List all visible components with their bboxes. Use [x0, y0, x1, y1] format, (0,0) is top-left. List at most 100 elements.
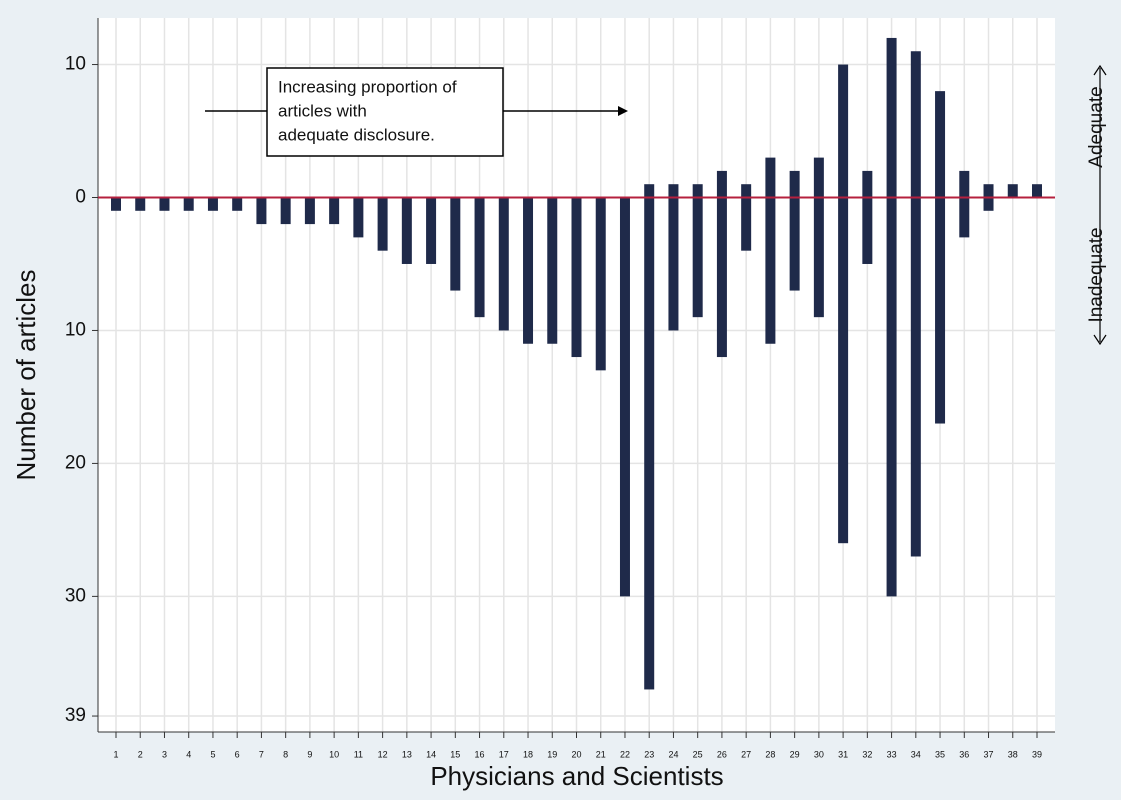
annotation-line: adequate disclosure. [278, 125, 435, 144]
arrow-head [1093, 64, 1107, 76]
x-tick-label: 6 [235, 749, 240, 759]
bar [280, 197, 291, 225]
bar [692, 197, 703, 318]
bar [765, 157, 776, 198]
x-tick-label: 17 [499, 749, 509, 759]
x-axis-title: Physicians and Scientists [430, 761, 723, 791]
bar [135, 197, 146, 211]
bar [983, 197, 994, 211]
arrow-head [618, 106, 628, 116]
x-tick-label: 30 [814, 749, 824, 759]
annotation: Increasing proportion of articles with a… [205, 67, 628, 157]
bar [862, 197, 873, 264]
bar [886, 37, 897, 198]
x-tick-label: 2 [138, 749, 143, 759]
x-tick-label: 27 [741, 749, 751, 759]
x-tick-label: 4 [186, 749, 191, 759]
bar [789, 170, 800, 198]
x-tick-label: 21 [596, 749, 606, 759]
bar [523, 197, 534, 344]
bar [789, 197, 800, 291]
bar [935, 197, 946, 424]
bar [571, 197, 582, 358]
y-tick-label: 0 [75, 187, 86, 208]
x-tick-label: 23 [644, 749, 654, 759]
bar [450, 197, 461, 291]
bar [159, 197, 170, 211]
bar [353, 197, 364, 238]
bar [619, 197, 630, 597]
bar [256, 197, 267, 225]
bar [547, 197, 558, 344]
annotation-line: Increasing proportion of [278, 77, 457, 96]
annotation-box [266, 67, 504, 157]
bar [813, 157, 824, 198]
bar [716, 197, 727, 358]
bar [692, 184, 703, 198]
bar [304, 197, 315, 225]
bar [183, 197, 194, 211]
bar [426, 197, 437, 264]
x-tick-label: 34 [911, 749, 921, 759]
bar [983, 184, 994, 198]
bar [329, 197, 340, 225]
x-tick-label: 9 [307, 749, 312, 759]
x-tick-label: 13 [402, 749, 412, 759]
direction-indicator: Adequate Inadequate [1086, 64, 1107, 346]
y-tick-label: 20 [65, 452, 86, 473]
bar [668, 197, 679, 331]
x-tick-label: 18 [523, 749, 533, 759]
x-tick-label: 29 [790, 749, 800, 759]
y-tick-label: 39 [65, 705, 86, 726]
x-tick-label: 31 [838, 749, 848, 759]
x-tick-label: 16 [475, 749, 485, 759]
bar [1032, 184, 1042, 198]
bar [910, 51, 921, 198]
bar [741, 184, 752, 198]
bar [377, 197, 388, 251]
x-tick-label: 33 [887, 749, 897, 759]
x-tick-label: 38 [1008, 749, 1018, 759]
x-tick-label: 15 [450, 749, 460, 759]
annotation-line: articles with [278, 101, 367, 120]
x-tick-label: 22 [620, 749, 630, 759]
x-tick-label: 26 [717, 749, 727, 759]
bar [910, 197, 921, 557]
x-tick-label: 1 [113, 749, 118, 759]
x-tick-label: 8 [283, 749, 288, 759]
bar [765, 197, 776, 344]
x-tick-label: 32 [862, 749, 872, 759]
bar [595, 197, 606, 371]
bar [111, 197, 121, 211]
bar [644, 197, 655, 690]
bar [862, 170, 873, 198]
x-tick-label: 35 [935, 749, 945, 759]
x-tick-label: 39 [1032, 749, 1042, 759]
bar [644, 184, 655, 198]
x-tick-label: 28 [765, 749, 775, 759]
side-label: Adequate [1086, 86, 1107, 167]
bar [498, 197, 509, 331]
x-tick-label: 20 [571, 749, 581, 759]
x-tick-label: 14 [426, 749, 436, 759]
x-tick-label: 10 [329, 749, 339, 759]
bar [838, 197, 849, 544]
bar [959, 170, 970, 198]
bar [886, 197, 897, 597]
y-tick-label: 10 [65, 54, 86, 75]
y-tick-label: 30 [65, 585, 86, 606]
y-axis-title: Number of articles [11, 270, 41, 481]
y-tick-label: 10 [65, 319, 86, 340]
x-tick-label: 36 [959, 749, 969, 759]
x-tick-label: 7 [259, 749, 264, 759]
side-label: Inadequate [1086, 227, 1107, 322]
x-tick-label: 12 [378, 749, 388, 759]
x-tick-label: 37 [984, 749, 994, 759]
bar [959, 197, 970, 238]
bar [207, 197, 218, 211]
x-tick-label: 19 [547, 749, 557, 759]
bar [813, 197, 824, 318]
x-tick-label: 5 [210, 749, 215, 759]
bar [1007, 184, 1018, 198]
